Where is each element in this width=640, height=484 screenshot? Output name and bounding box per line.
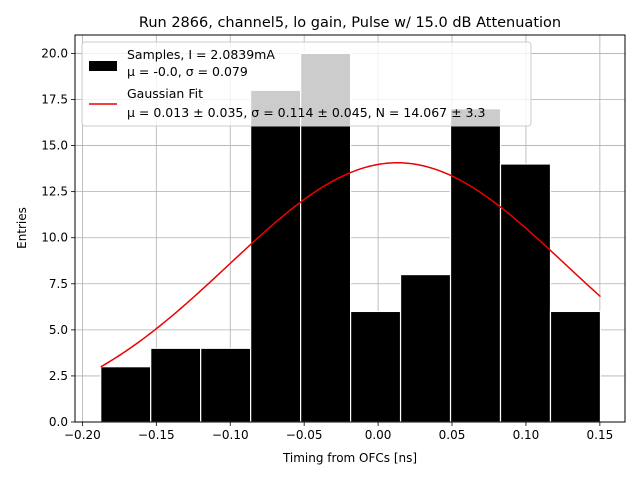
- x-tick-label: −0.10: [212, 428, 249, 442]
- y-tick-label: 15.0: [41, 139, 68, 153]
- histogram-bar: [250, 89, 302, 423]
- legend-label-samples: Samples, I = 2.0839mA: [127, 47, 275, 62]
- histogram-bar: [150, 347, 202, 423]
- y-tick-label: 2.5: [49, 369, 68, 383]
- histogram-bar: [549, 310, 602, 423]
- y-axis-ticks: 0.0 2.5 5.0 7.5 10.0 12.5 15.0 17.5 20.0: [41, 46, 75, 429]
- plot-frame: [74, 34, 626, 423]
- x-tick-label: 0.10: [513, 428, 540, 442]
- x-axis-label: Timing from OFCs [ns]: [282, 451, 417, 465]
- y-tick-label: 20.0: [41, 46, 68, 60]
- x-axis-ticks: −0.20 −0.15 −0.10 −0.05 0.00 0.05 0.10 0.15: [64, 422, 613, 442]
- chart-title: Run 2866, channel5, lo gain, Pulse w/ 15…: [139, 15, 561, 31]
- y-tick-label: 0.0: [49, 415, 68, 429]
- legend-swatch-samples: [89, 61, 117, 71]
- legend: Samples, I = 2.0839mA μ = -0.0, σ = 0.07…: [81, 41, 532, 127]
- legend-box: [81, 41, 532, 127]
- histogram-bar: [100, 366, 152, 423]
- y-tick-label: 5.0: [49, 323, 68, 337]
- x-tick-label: −0.05: [286, 428, 323, 442]
- x-tick-label: 0.00: [365, 428, 392, 442]
- legend-label-fit: Gaussian Fit: [127, 86, 203, 101]
- histogram-bar: [200, 347, 252, 423]
- gaussian-fit-curve: [100, 162, 601, 368]
- histogram-bar: [349, 310, 402, 423]
- histogram-bar: [449, 108, 502, 423]
- x-tick-label: 0.15: [587, 428, 614, 442]
- y-tick-label: 17.5: [41, 93, 68, 107]
- y-tick-label: 10.0: [41, 231, 68, 245]
- x-tick-label: −0.15: [138, 428, 175, 442]
- y-tick-label: 12.5: [41, 185, 68, 199]
- legend-label-fit-stats: μ = 0.013 ± 0.035, σ = 0.114 ± 0.045, N …: [127, 105, 485, 120]
- x-tick-label: 0.05: [439, 428, 466, 442]
- y-tick-label: 7.5: [49, 277, 68, 291]
- y-axis-label: Entries: [15, 207, 29, 249]
- x-tick-label: −0.20: [64, 428, 101, 442]
- histogram-bar: [399, 273, 452, 423]
- legend-label-samples-stats: μ = -0.0, σ = 0.079: [127, 64, 248, 79]
- histogram-bar: [499, 163, 552, 423]
